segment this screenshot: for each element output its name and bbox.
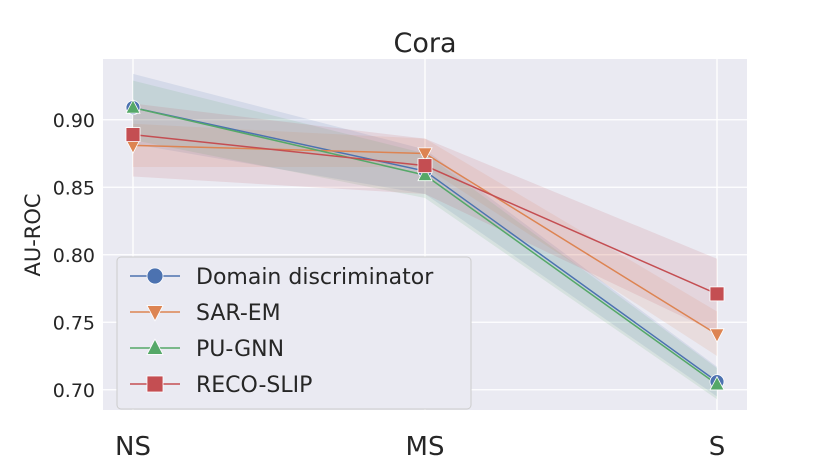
x-tick-label: S — [709, 432, 726, 462]
legend-marker-sar-em — [146, 305, 164, 322]
y-tick-label: 0.80 — [53, 245, 95, 267]
y-tick-label: 0.85 — [53, 177, 95, 199]
marker-sar-em — [417, 147, 433, 163]
legend-frame — [116, 256, 472, 410]
legend-marker-domain-discriminator — [146, 267, 164, 285]
x-tick-label: NS — [115, 432, 151, 462]
marker-sar-em — [709, 328, 725, 343]
y-tick-labels: 0.70 0.75 0.80 0.85 0.90 — [53, 110, 95, 402]
legend-label-pu-gnn: PU-GNN — [196, 337, 284, 362]
y-tick-label: 0.75 — [53, 312, 95, 334]
legend-marker-pu-gnn — [146, 338, 164, 355]
y-tick-label: 0.90 — [53, 110, 95, 132]
x-tick-labels: NS MS S — [115, 432, 725, 462]
marker-reco-slip — [417, 158, 433, 174]
x-tick-label: MS — [406, 432, 445, 462]
series-markers — [125, 99, 725, 391]
legend-label-domain-discriminator: Domain discriminator — [196, 265, 434, 290]
band-domain-discriminator — [133, 73, 717, 397]
band-reco-slip — [133, 103, 717, 334]
marker-reco-slip — [709, 286, 725, 302]
y-tick-label: 0.70 — [53, 380, 95, 402]
legend-label-reco-slip: RECO-SLIP — [196, 373, 312, 398]
y-axis-label: AU-ROC — [21, 193, 45, 276]
marker-pu-gnn — [417, 166, 433, 182]
legend-marker-reco-slip — [146, 375, 164, 393]
marker-pu-gnn — [709, 375, 725, 391]
band-pu-gnn — [133, 80, 717, 400]
legend: Domain discriminator SAR-EM PU-GNN RECO-SLI… — [116, 256, 472, 410]
chart-title: Cora — [393, 28, 456, 59]
marker-reco-slip — [125, 127, 141, 142]
marker-pu-gnn — [125, 99, 141, 114]
legend-label-sar-em: SAR-EM — [196, 301, 281, 326]
